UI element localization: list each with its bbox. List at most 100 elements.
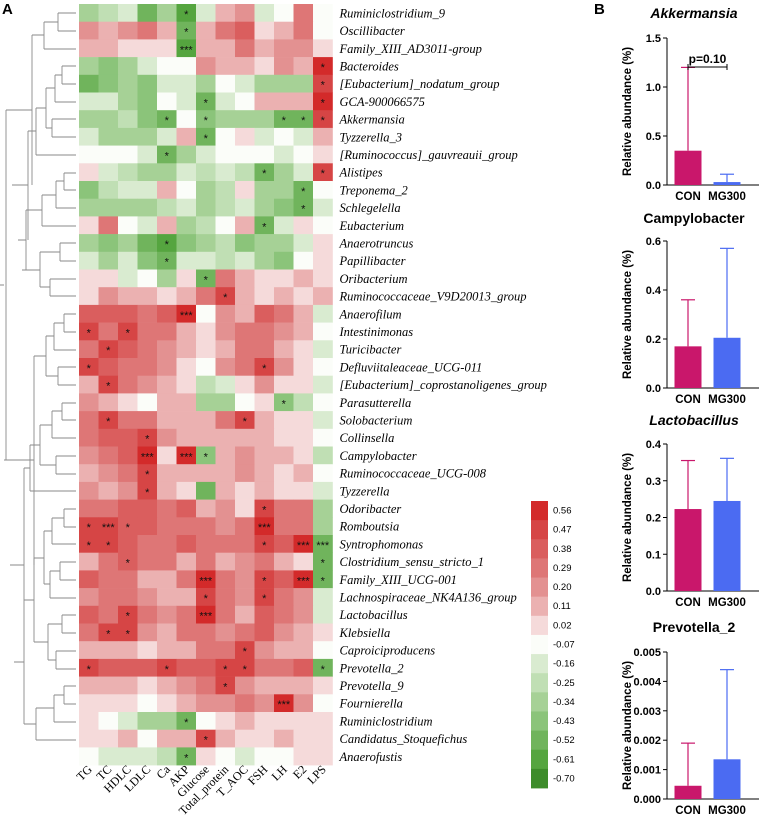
row-label: Papillibacter (339, 254, 406, 268)
row-label: Lactobacillus (339, 608, 408, 622)
heatmap-cell (79, 712, 99, 730)
heatmap-cell (254, 411, 275, 430)
heatmap-cell (176, 269, 197, 288)
heatmap-cell (274, 481, 294, 500)
significance-mark: * (282, 115, 287, 127)
heatmap-cell (293, 234, 314, 253)
y-tick-label: 1.0 (646, 82, 661, 94)
significance-mark: *** (277, 699, 291, 711)
heatmap-cell (274, 712, 294, 730)
dendrogram-branch (6, 35, 33, 270)
heatmap-cell (274, 411, 294, 430)
row-label: Family_XIII_UCG-001 (339, 573, 457, 587)
y-tick-label: 0.2 (646, 513, 661, 525)
bar-charts: Akkermansia 0.0 0.5 1.0 1.5 Relative abundanc… (622, 5, 759, 817)
heatmap-cell (274, 535, 294, 553)
significance-mark: * (204, 451, 209, 463)
heatmap-cell (79, 145, 99, 164)
heatmap-cell (157, 74, 177, 93)
heatmap-cell (254, 446, 275, 465)
heatmap-cell (137, 747, 158, 766)
heatmap-cell (293, 74, 314, 93)
heatmap-cell (313, 605, 333, 624)
heatmap-cell (235, 287, 255, 306)
significance-mark: * (165, 664, 170, 676)
heatmap-cell (98, 322, 119, 341)
x-tick-label: MG300 (708, 805, 746, 817)
heatmap-cell (293, 358, 314, 376)
significance-mark: * (184, 752, 189, 764)
colorbar-swatch (531, 692, 548, 712)
dendrogram-branch (34, 508, 76, 599)
heatmap-cell (274, 216, 294, 235)
heatmap-cell (118, 57, 138, 76)
heatmap-cell (215, 375, 236, 394)
heatmap-cell (196, 340, 216, 359)
heatmap-cell (235, 517, 255, 536)
heatmap-cell (196, 181, 216, 199)
heatmap-cell (98, 694, 119, 713)
heatmap-cell (215, 712, 236, 730)
row-label: Lachnospiraceae_NK4A136_group (339, 590, 517, 604)
heatmap-cell (176, 393, 197, 412)
heatmap-cell (274, 393, 294, 412)
heatmap-cell (176, 464, 197, 483)
significance-mark: * (262, 593, 267, 605)
heatmap-cell (98, 181, 119, 199)
heatmap-cell (176, 57, 197, 76)
row-label: Syntrophomonas (340, 537, 424, 551)
significance-mark: * (87, 664, 92, 676)
heatmap-cell (235, 234, 255, 253)
heatmap-cell (313, 676, 333, 695)
heatmap-cell (137, 375, 158, 394)
heatmap-cell (196, 605, 216, 624)
heatmap-cell (274, 127, 294, 146)
heatmap-cell (293, 163, 314, 182)
heatmap-cell (254, 198, 275, 217)
heatmap-cell (118, 234, 138, 253)
significance-mark: * (126, 611, 131, 623)
heatmap-cell (235, 39, 255, 58)
heatmap-cell (254, 57, 275, 76)
significance-mark: * (321, 558, 326, 570)
heatmap-cell (293, 729, 314, 748)
heatmap-cell (157, 198, 177, 217)
heatmap-cell (235, 446, 255, 465)
heatmap-cell (215, 145, 236, 164)
heatmap-cell (274, 464, 294, 483)
significance-mark: *** (316, 540, 330, 552)
heatmap-cell (79, 340, 99, 359)
row-label: Family_XIII_AD3011-group (339, 42, 482, 56)
heatmap-cell (313, 57, 333, 76)
y-axis-label: Relative abundance (%) (622, 47, 634, 176)
heatmap-cell (157, 481, 177, 500)
heatmap-cell (137, 127, 158, 146)
heatmap-cell (137, 552, 158, 571)
heatmap-cell (254, 605, 275, 624)
row-label: Solobacterium (340, 413, 413, 427)
heatmap-cell (79, 358, 99, 376)
row-label: Prevotella_2 (339, 661, 404, 675)
colorbar: 0.56 0.47 0.38 0.29 0.20 0.11 0.02 -0.07 -0.16 -0… (531, 501, 575, 789)
heatmap-cell (274, 145, 294, 164)
heatmap-cell (79, 393, 99, 412)
significance-mark: * (321, 97, 326, 109)
heatmap-cell (118, 21, 138, 40)
heatmap-cell (274, 269, 294, 288)
heatmap-cell (157, 287, 177, 306)
heatmap-cell (157, 127, 177, 146)
colorbar-tick-label: 0.02 (553, 620, 572, 631)
significance-mark: * (145, 487, 150, 499)
heatmap-cell (176, 729, 197, 748)
heatmap-cell (79, 605, 99, 624)
heatmap-cell (313, 251, 333, 270)
heatmap-cell (293, 676, 314, 695)
colorbar-swatch (531, 654, 548, 674)
heatmap-cell (293, 499, 314, 518)
row-label: Romboutsia (339, 520, 400, 534)
heatmap-cell (274, 287, 294, 306)
heatmap-cell (79, 181, 99, 199)
significance-mark: * (321, 115, 326, 127)
heatmap-cell (118, 712, 138, 730)
heatmap-cell (254, 499, 275, 518)
